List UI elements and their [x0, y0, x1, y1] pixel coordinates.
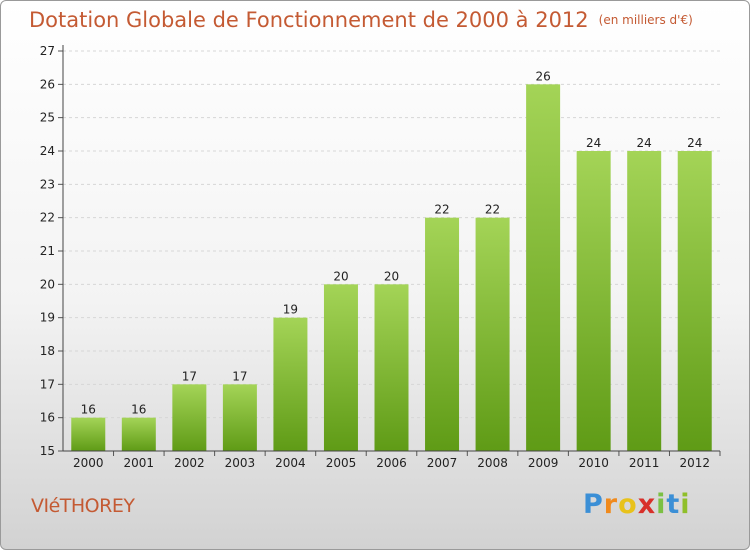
y-tick-label: 19 [40, 311, 55, 325]
logo-letter: r [603, 489, 619, 520]
y-tick-label: 23 [40, 177, 55, 191]
value-label: 22 [485, 203, 500, 217]
x-tick-label: 2004 [275, 456, 306, 470]
y-tick-label: 20 [40, 277, 55, 291]
value-label: 16 [81, 403, 96, 417]
bar [374, 284, 409, 451]
logo-letter: o [618, 489, 638, 520]
value-label: 19 [283, 303, 298, 317]
y-tick-label: 17 [40, 377, 55, 391]
x-tick-label: 2001 [124, 456, 155, 470]
x-tick-label: 2010 [578, 456, 609, 470]
logo-letter: i [656, 489, 667, 520]
value-label: 24 [637, 136, 652, 150]
bar [627, 151, 662, 451]
bar [576, 151, 611, 451]
x-tick-label: 2000 [73, 456, 104, 470]
bar [71, 417, 106, 451]
x-axis-ticks: 2000 2001 2002 2003 2004 2005 2006 2007 2008 2009… [73, 451, 721, 470]
x-tick-label: 2011 [629, 456, 660, 470]
axes [62, 45, 720, 452]
proxiti-logo: Proxiti [583, 489, 691, 520]
value-label: 16 [131, 403, 146, 417]
x-tick-label: 2003 [225, 456, 256, 470]
commune-name: VIéTHOREY [31, 495, 135, 517]
value-label: 17 [232, 369, 247, 383]
logo-letter: P [583, 489, 604, 520]
y-tick-label: 15 [40, 444, 55, 458]
unit-note: (en milliers d'€) [598, 13, 693, 27]
x-tick-label: 2005 [326, 456, 357, 470]
bar [273, 317, 308, 451]
y-tick-label: 21 [40, 244, 55, 258]
y-axis-ticks: 15 16 17 18 19 20 21 22 23 24 25 26 27 [40, 44, 63, 458]
x-tick-label: 2002 [174, 456, 205, 470]
y-tick-label: 25 [40, 111, 55, 125]
x-tick-label: 2008 [477, 456, 508, 470]
bar [677, 151, 712, 451]
y-tick-label: 27 [40, 44, 55, 58]
y-tick-label: 24 [40, 144, 55, 158]
y-tick-label: 26 [40, 77, 55, 91]
value-label: 20 [384, 269, 399, 283]
bar [121, 417, 156, 451]
bar [323, 284, 358, 451]
logo-letter: t [666, 489, 681, 520]
chart-title: Dotation Globale de Fonctionnement de 20… [29, 8, 693, 32]
bar [425, 217, 460, 451]
bars [71, 84, 712, 451]
value-label: 24 [687, 136, 702, 150]
value-label: 22 [434, 203, 449, 217]
x-tick-label: 2012 [679, 456, 710, 470]
chart-title-text: Dotation Globale de Fonctionnement de 20… [29, 8, 589, 32]
logo-letter: x [637, 489, 657, 520]
bar [475, 217, 510, 451]
bar [526, 84, 561, 451]
x-tick-label: 2009 [528, 456, 559, 470]
bar [172, 384, 207, 451]
y-tick-label: 16 [40, 411, 55, 425]
value-label: 20 [333, 269, 348, 283]
value-label: 24 [586, 136, 601, 150]
y-tick-label: 18 [40, 344, 55, 358]
x-tick-label: 2007 [427, 456, 458, 470]
value-labels: 16 16 17 17 19 20 20 22 22 26 24 24 24 [81, 69, 703, 416]
y-tick-label: 22 [40, 211, 55, 225]
x-tick-label: 2006 [376, 456, 407, 470]
logo-letter: i [680, 489, 691, 520]
value-label: 26 [535, 69, 550, 83]
value-label: 17 [182, 369, 197, 383]
bar [222, 384, 257, 451]
